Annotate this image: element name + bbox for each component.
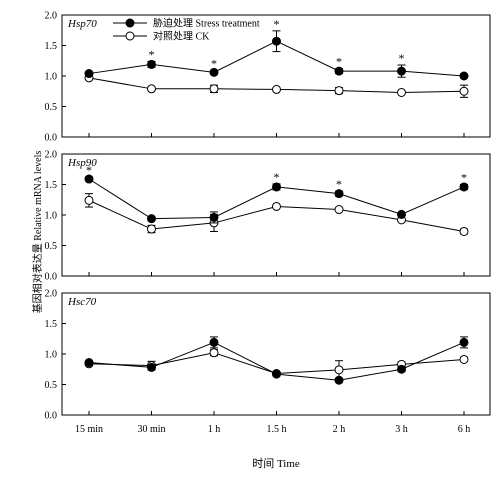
- data-point: [84, 195, 94, 205]
- data-point: [334, 86, 344, 96]
- data-point: [334, 365, 344, 375]
- data-point: [334, 189, 344, 199]
- data-point: [147, 362, 156, 372]
- legend-label: 对照处理 CK: [153, 30, 210, 43]
- legend-marker: [125, 18, 135, 28]
- panel-gene-label: Hsp90: [67, 157, 97, 169]
- data-point: [397, 364, 406, 374]
- significance-marker: *: [461, 171, 467, 185]
- data-point: [459, 71, 469, 81]
- data-point: [459, 182, 469, 192]
- data-point: [459, 337, 469, 347]
- data-point: [272, 84, 281, 94]
- data-point: [84, 69, 94, 79]
- data-point: [272, 182, 281, 192]
- y-tick-label: 2.0: [45, 289, 58, 300]
- x-tick-label: 3 h: [395, 424, 408, 435]
- y-tick-label: 0.5: [45, 102, 58, 113]
- y-tick-label: 1.5: [45, 319, 58, 330]
- y-tick-label: 1.0: [45, 72, 58, 83]
- y-tick-label: 0.5: [45, 380, 58, 391]
- data-point: [397, 66, 406, 76]
- data-point: [334, 205, 344, 215]
- x-tick-label: 15 min: [75, 424, 103, 435]
- legend-marker: [125, 31, 135, 41]
- significance-marker: *: [399, 51, 405, 65]
- x-tick-label: 2 h: [333, 424, 346, 435]
- significance-marker: *: [274, 170, 280, 184]
- y-tick-label: 0.0: [45, 133, 58, 144]
- data-point: [334, 375, 344, 385]
- significance-marker: *: [336, 55, 342, 69]
- data-point: [147, 214, 156, 224]
- panel-frame: [61, 292, 491, 416]
- data-point: [459, 86, 469, 96]
- data-point: [397, 209, 406, 219]
- y-tick-label: 1.5: [45, 180, 58, 191]
- y-tick-label: 2.0: [45, 11, 58, 22]
- data-point: [334, 66, 344, 76]
- x-tick-label: 30 min: [137, 424, 165, 435]
- data-point: [147, 84, 156, 94]
- y-tick-label: 2.0: [45, 150, 58, 161]
- significance-marker: *: [149, 47, 155, 61]
- significance-marker: *: [274, 17, 280, 31]
- y-tick-label: 0.0: [45, 411, 58, 422]
- y-axis-label: 基因相对表达量 Relative mRNA levels: [31, 151, 44, 314]
- data-point: [147, 59, 156, 69]
- data-point: [209, 67, 219, 77]
- significance-marker: *: [86, 163, 92, 177]
- y-tick-label: 0.5: [45, 241, 58, 252]
- panel-gene-label: Hsp70: [67, 18, 97, 30]
- significance-marker: *: [336, 177, 342, 191]
- data-point: [209, 212, 219, 222]
- y-tick-label: 1.0: [45, 350, 58, 361]
- x-tick-label: 1.5 h: [267, 424, 287, 435]
- data-point: [397, 87, 406, 97]
- data-point: [84, 358, 94, 368]
- y-tick-label: 1.5: [45, 41, 58, 52]
- data-point: [209, 348, 219, 358]
- panel-gene-label: Hsc70: [67, 296, 97, 308]
- x-tick-label: 6 h: [458, 424, 471, 435]
- x-tick-label: 1 h: [208, 424, 221, 435]
- data-point: [209, 84, 219, 94]
- x-axis-label: 时间 Time: [252, 457, 300, 470]
- legend-label: 胁迫处理 Stress treatment: [153, 17, 260, 30]
- data-point: [272, 36, 281, 46]
- y-tick-label: 0.0: [45, 272, 58, 283]
- data-point: [272, 369, 281, 379]
- y-tick-label: 1.0: [45, 211, 58, 222]
- data-point: [459, 226, 469, 236]
- data-point: [272, 201, 281, 211]
- data-point: [147, 224, 156, 234]
- data-point: [459, 354, 469, 364]
- data-point: [209, 337, 219, 347]
- data-point: [84, 174, 94, 184]
- significance-marker: *: [211, 57, 217, 71]
